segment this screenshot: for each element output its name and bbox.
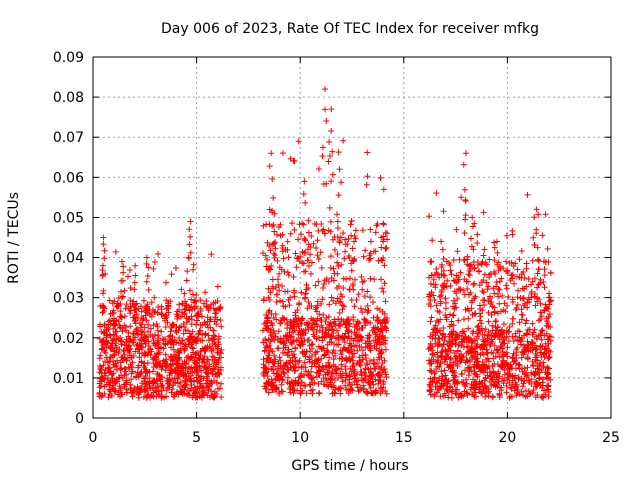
y-tick-label: 0.04 — [53, 251, 84, 267]
y-tick-label: 0.08 — [53, 90, 84, 106]
chart-title: Day 006 of 2023, Rate Of TEC Index for r… — [161, 21, 539, 37]
x-tick-label: 25 — [602, 430, 620, 446]
y-tick-label: 0.03 — [53, 291, 84, 307]
x-axis-label: GPS time / hours — [291, 458, 408, 474]
y-tick-label: 0.02 — [53, 331, 84, 347]
x-tick-label: 0 — [89, 430, 98, 446]
x-tick-label: 10 — [291, 430, 309, 446]
y-tick-label: 0.06 — [53, 170, 84, 186]
x-tick-label: 5 — [192, 430, 201, 446]
x-axis-ticks: 0 5 10 15 20 25 — [89, 57, 620, 446]
y-tick-label: 0.05 — [53, 210, 84, 226]
y-tick-label: 0.07 — [53, 130, 84, 146]
roti-points — [96, 86, 555, 401]
y-tick-label: 0.09 — [53, 50, 84, 66]
x-tick-label: 15 — [395, 430, 413, 446]
y-axis-label: ROTI / TECUs — [6, 192, 22, 284]
data-points — [96, 86, 555, 401]
y-axis-ticks: 0 0.01 0.02 0.03 0.04 0.05 0.06 0.07 0.08 0.09 — [53, 50, 611, 427]
x-tick-label: 20 — [498, 430, 516, 446]
y-tick-label: 0.01 — [53, 371, 84, 387]
plot-frame — [92, 56, 612, 419]
y-tick-label: 0 — [75, 411, 84, 427]
